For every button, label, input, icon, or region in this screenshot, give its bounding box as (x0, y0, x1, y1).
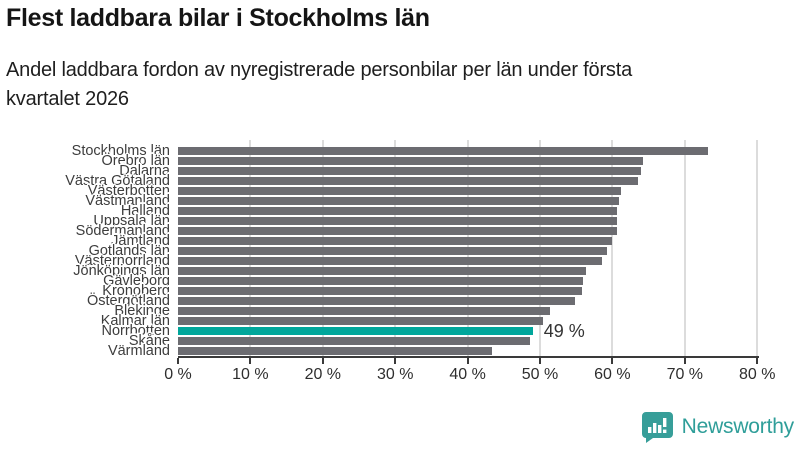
bar-Västernorrland (178, 257, 603, 265)
gridline-80 (756, 140, 759, 356)
x-axis-tick-0 (177, 358, 179, 364)
highlight-value-label: 49 % (543, 321, 585, 341)
category-label-Västra Götaland: Västra Götaland (65, 172, 170, 189)
bar-Västmanland (178, 197, 619, 205)
category-label-Södermanland: Södermanland (75, 222, 170, 239)
bar-Norrbotten (178, 327, 533, 335)
bar-Värmland (178, 347, 493, 355)
category-label-Uppsala län: Uppsala län (93, 212, 170, 229)
bar-Västerbotten (178, 187, 622, 195)
category-label-Skåne: Skåne (128, 332, 170, 349)
x-axis-tick-20 (321, 358, 324, 364)
category-label-Kronoberg: Kronoberg (102, 282, 170, 299)
x-axis-tick-label-20: 20 % (304, 366, 342, 383)
newsworthy-logo: Newsworthy (641, 411, 794, 443)
x-axis-tick-label-60: 60 % (594, 366, 631, 383)
category-label-Västmanland: Västmanland (85, 192, 170, 209)
gridline-60 (611, 140, 614, 356)
category-label-Västernorrland: Västernorrland (74, 252, 170, 269)
category-label-Stockholms län: Stockholms län (71, 142, 170, 159)
category-label-Jämtland: Jämtland (111, 232, 170, 249)
x-axis-tick-label-30: 30 % (376, 366, 414, 383)
category-label-Gävleborg: Gävleborg (103, 272, 170, 289)
bar-Stockholms län (178, 147, 708, 155)
bar-Gävleborg (178, 277, 584, 285)
chart-subtitle-line2: kvartalet 2026 (6, 88, 129, 110)
bar-Östergötland (178, 297, 576, 305)
x-axis-tick-30 (394, 358, 397, 364)
x-axis-tick-label-0: 0 % (164, 366, 192, 383)
x-axis-line (178, 356, 760, 358)
gridline-70 (683, 140, 686, 356)
category-label-Jönköpings län: Jönköpings län (73, 262, 170, 279)
chart-title: Flest laddbara bilar i Stockholms län (6, 4, 430, 32)
category-label-Kalmar län: Kalmar län (100, 312, 170, 329)
bar-Jönköpings län (178, 267, 587, 275)
bar-Jämtland (178, 237, 612, 245)
category-label-Norrbotten: Norrbotten (101, 322, 170, 339)
bar-Södermanland (178, 227, 617, 235)
bar-Västra Götaland (178, 177, 639, 185)
newsworthy-logo-text: Newsworthy (681, 415, 795, 438)
x-axis-tick-50 (539, 358, 541, 364)
bar-Gotlands län (178, 247, 608, 255)
bar-Kronoberg (178, 287, 582, 295)
chart-subtitle: Andel laddbara fordon av nyregistrerade … (6, 56, 632, 114)
x-axis-tick-label-70: 70 % (666, 366, 704, 383)
x-axis-tick-label-10: 10 % (232, 366, 269, 383)
x-axis-tick-label-40: 40 % (449, 366, 486, 383)
bar-Skåne (178, 337, 530, 345)
category-label-Halland: Halland (120, 202, 170, 219)
chart-subtitle-line1: Andel laddbara fordon av nyregistrerade … (6, 59, 632, 81)
bar-Blekinge (178, 307, 551, 315)
category-label-Gotlands län: Gotlands län (88, 242, 170, 259)
category-label-Västerbotten: Västerbotten (87, 182, 170, 199)
x-axis-tick-70 (683, 358, 686, 364)
bar-Örebro län (178, 157, 643, 165)
bar-Uppsala län (178, 217, 618, 225)
category-label-Värmland: Värmland (107, 342, 170, 359)
x-axis-tick-label-50: 50 % (521, 366, 559, 383)
category-label-Östergötland: Östergötland (86, 292, 170, 309)
category-label-Dalarna: Dalarna (119, 162, 170, 179)
x-axis-tick-label-80: 80 % (738, 366, 776, 383)
x-axis-tick-80 (756, 358, 759, 364)
bar-Dalarna (178, 167, 641, 175)
bar-Kalmar län (178, 317, 543, 325)
category-label-Blekinge: Blekinge (114, 302, 170, 319)
newsworthy-logo-icon (641, 412, 673, 443)
x-axis-tick-10 (249, 358, 252, 364)
x-axis-tick-40 (466, 358, 469, 364)
category-label-Örebro län: Örebro län (101, 152, 170, 169)
bar-Halland (178, 207, 618, 215)
x-axis-tick-60 (611, 358, 614, 364)
